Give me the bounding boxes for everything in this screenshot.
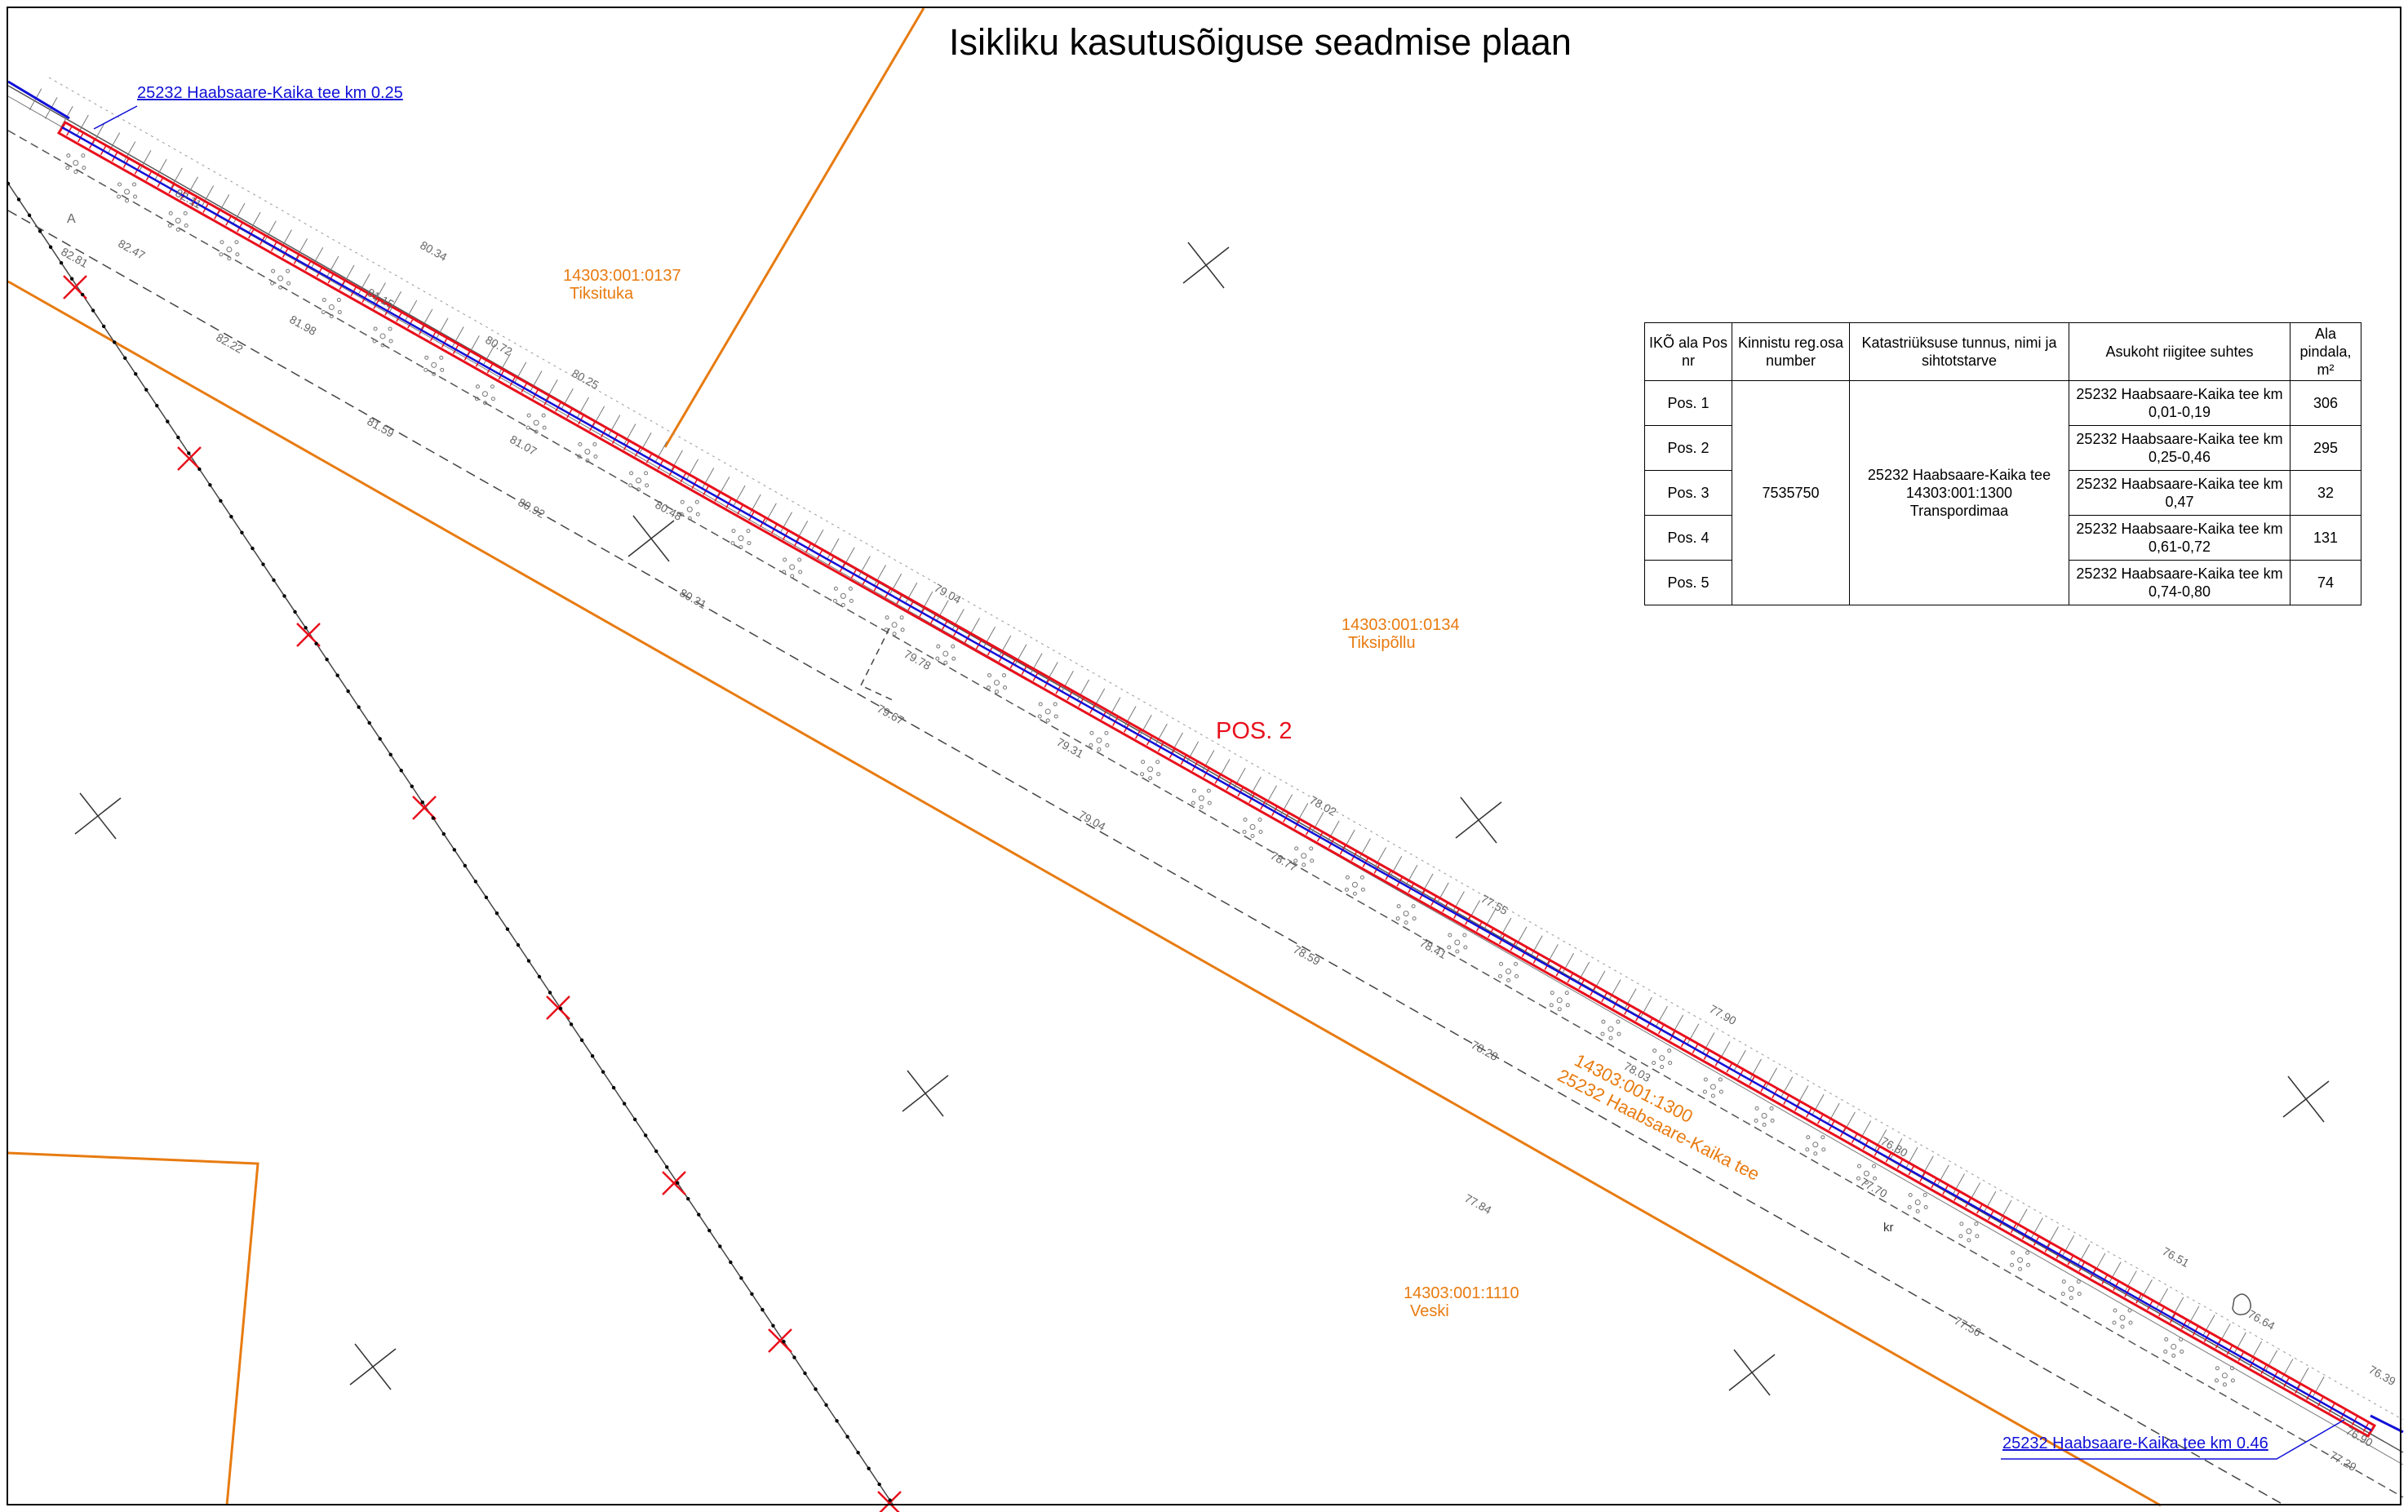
page-title: Isikliku kasutusõiguse seadmise plaan [949,21,1572,63]
pos-label: POS. 2 [1216,718,1293,744]
parcel-name: Veski [1410,1302,1449,1320]
coordinate-grid-crosses [74,242,2330,1396]
cadastral-cell: 25232 Haabsaare-Kaika tee 14303:001:1300… [1849,380,2069,605]
table-row: Pos. 2 25232 Haabsaare-Kaika tee km 0,25… [1644,425,2361,471]
table-row: Pos. 4 25232 Haabsaare-Kaika tee km 0,61… [1644,515,2361,561]
road-parcel-boundary-south [7,280,2162,1507]
header-registry: Kinnistu reg.osa number [1732,322,1850,381]
row-location: 25232 Haabsaare-Kaika tee km 0,74-0,80 [2069,560,2290,605]
table-header-row: IKÕ ala Pos nr Kinnistu reg.osa number K… [1644,322,2361,381]
callout-end-km[interactable]: 25232 Haabsaare-Kaika tee km 0.46 [2002,1434,2268,1452]
parcel-label-veski: 14303:001:1110 Veski [1404,1284,1519,1320]
parcel-id: 14303:001:1110 [1404,1284,1519,1302]
row-area: 131 [2290,515,2361,561]
row-area: 74 [2290,560,2361,605]
parcel-boundary-top [663,7,925,448]
parcel-boundary-left [7,1151,259,1506]
table-row: Pos. 1 7535750 25232 Haabsaare-Kaika tee… [1644,380,2361,605]
parcel-id: 14303:001:0137 [563,267,681,285]
header-cadastral: Katastriüksuse tunnus, nimi ja sihtotsta… [1849,322,2069,381]
parcel-name: Tiksituka [570,285,634,303]
row-location: 25232 Haabsaare-Kaika tee km 0,47 [2069,470,2290,516]
row-pos: Pos. 5 [1644,560,1732,605]
railway-line [6,181,902,1512]
row-pos: Pos. 3 [1644,470,1732,516]
parcel-boundaries [7,7,2162,1507]
tree-symbols [65,153,2235,1387]
map-letter-a: A [67,212,76,226]
cadastral-name: 25232 Haabsaare-Kaika tee [1867,467,2051,483]
easement-strip-pos2 [56,120,2377,1439]
registry-number: 7535750 [1732,380,1850,605]
callout-start-km[interactable]: 25232 Haabsaare-Kaika tee km 0.25 [137,84,403,102]
table-row: Pos. 5 25232 Haabsaare-Kaika tee km 0,74… [1644,560,2361,605]
parcel-label-tiksipollu: 14303:001:0134 Tiksipõllu [1341,616,1460,652]
parcel-name: Tiksipõllu [1348,634,1416,652]
row-area: 295 [2290,425,2361,471]
parcel-id: 14303:001:0134 [1341,616,1460,634]
cadastral-id: 14303:001:1300 [1905,485,2013,501]
row-pos: Pos. 4 [1644,515,1732,561]
parcel-label-tiksituka: 14303:001:0137 Tiksituka [563,267,681,303]
row-area: 32 [2290,470,2361,516]
row-area: 306 [2290,380,2361,426]
shrub-icon [2232,1293,2251,1315]
map-letter-kr: kr [1883,1221,1894,1235]
callout-leaders [93,105,2345,1460]
header-pos: IKÕ ala Pos nr [1644,322,1732,381]
row-location: 25232 Haabsaare-Kaika tee km 0,25-0,46 [2069,425,2290,471]
header-area: Ala pindala, m² [2290,322,2361,381]
road-slope-hatching [29,88,2325,1399]
easement-table: IKÕ ala Pos nr Kinnistu reg.osa number K… [1644,322,2361,605]
cadastral-purpose: Transpordimaa [1909,503,2009,519]
row-pos: Pos. 2 [1644,425,1732,471]
row-location: 25232 Haabsaare-Kaika tee km 0,01-0,19 [2069,380,2290,426]
row-pos: Pos. 1 [1644,380,1732,426]
header-location: Asukoht riigitee suhtes [2069,322,2290,381]
road-centerline [7,80,2404,1434]
row-location: 25232 Haabsaare-Kaika tee km 0,61-0,72 [2069,515,2290,561]
